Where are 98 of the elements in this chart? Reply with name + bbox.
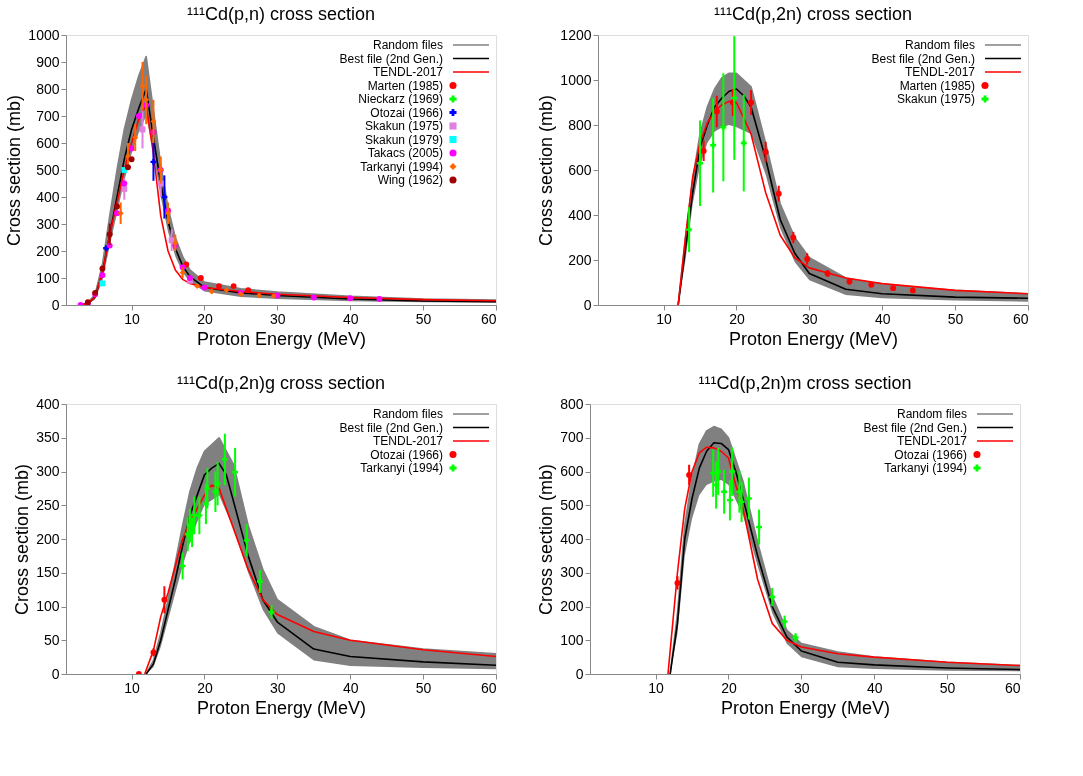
x-tick-label: 10: [648, 679, 665, 696]
chart-title: ¹¹¹Cd(p,2n)g cross section: [176, 373, 386, 393]
x-tick-label: 40: [342, 310, 359, 327]
x-tick-label: 20: [197, 679, 213, 696]
x-tick-label: 30: [270, 679, 286, 696]
legend-label: Random files: [372, 38, 443, 52]
legend-label: Otozai (1966): [370, 447, 443, 462]
y-tick-label: 600: [36, 134, 60, 151]
legend-label: Random files: [896, 407, 967, 421]
y-tick-label: 800: [568, 116, 592, 133]
x-tick-label: 30: [802, 310, 818, 327]
y-tick-label: 400: [36, 395, 60, 412]
y-tick-label: 50: [43, 631, 60, 648]
y-tick-label: 200: [36, 242, 60, 259]
legend-label: Marten (1985): [899, 78, 975, 93]
y-tick-label: 400: [560, 530, 584, 547]
x-tick-label: 10: [124, 679, 141, 696]
legend-label: TENDL-2017: [372, 434, 444, 448]
y-tick-label: 1000: [560, 71, 592, 88]
x-axis-title: Proton Energy (MeV): [728, 328, 899, 349]
x-tick-label: 40: [874, 310, 891, 327]
x-tick-label: 10: [124, 310, 141, 327]
y-tick-label: 400: [36, 188, 60, 205]
y-tick-label: 250: [36, 496, 60, 513]
x-tick-label: 60: [1004, 679, 1021, 696]
x-tick-label: 20: [197, 310, 213, 327]
y-tick-label: 300: [560, 564, 584, 581]
x-tick-label: 30: [270, 310, 286, 327]
legend-label: Random files: [904, 38, 975, 52]
legend-label: Best file (2nd Gen.): [863, 420, 967, 435]
legend-label: Best file (2nd Gen.): [871, 51, 975, 66]
y-tick-label: 900: [36, 53, 60, 70]
y-tick-label: 700: [36, 107, 60, 124]
y-axis-title: Cross section (mb): [536, 94, 557, 247]
y-tick-label: 0: [583, 296, 592, 313]
legend-label: Tarkanyi (1994): [360, 461, 443, 475]
chart-title: ¹¹¹Cd(p,n) cross section: [186, 4, 376, 24]
legend-label: Skakun (1975): [896, 92, 975, 106]
x-tick-label: 20: [721, 679, 737, 696]
legend-label: Takacs (2005): [367, 146, 443, 160]
y-tick-label: 100: [560, 631, 584, 648]
x-tick-label: 20: [729, 310, 745, 327]
y-tick-label: 300: [36, 215, 60, 232]
y-tick-label: 100: [36, 269, 60, 286]
y-tick-label: 100: [36, 598, 60, 614]
y-tick-label: 800: [560, 395, 584, 412]
y-tick-label: 200: [568, 251, 592, 268]
legend-label: Best file (2nd Gen.): [339, 51, 443, 66]
y-tick-label: 500: [560, 496, 584, 513]
legend-label: Nieckarz (1969): [358, 92, 443, 106]
y-tick-label: 600: [560, 463, 584, 479]
y-tick-label: 0: [51, 665, 60, 682]
x-axis-title: Proton Energy (MeV): [720, 697, 891, 718]
y-tick-label: 800: [36, 80, 60, 97]
y-axis-title: Cross section (mb): [12, 463, 33, 616]
x-axis-title: Proton Energy (MeV): [196, 328, 367, 349]
legend-label: TENDL-2017: [372, 65, 444, 79]
y-tick-label: 1200: [560, 26, 592, 43]
legend-label: Otozai (1966): [370, 105, 443, 120]
y-tick-label: 200: [36, 530, 60, 547]
legend-label: Tarkanyi (1994): [884, 461, 967, 475]
x-tick-label: 40: [342, 679, 359, 696]
x-tick-label: 50: [947, 310, 964, 327]
x-tick-label: 10: [656, 310, 673, 327]
legend-label: Best file (2nd Gen.): [339, 420, 443, 435]
y-tick-label: 600: [568, 161, 592, 178]
y-tick-label: 200: [560, 598, 584, 614]
x-tick-label: 40: [866, 679, 883, 696]
x-tick-label: 60: [480, 679, 497, 696]
chart-title: ¹¹¹Cd(p,2n)m cross section: [698, 373, 912, 393]
legend-label: TENDL-2017: [896, 434, 968, 448]
x-tick-label: 60: [1012, 310, 1029, 327]
x-axis-title: Proton Energy (MeV): [196, 697, 367, 718]
legend-label: Otozai (1966): [894, 447, 967, 462]
x-tick-label: 50: [415, 310, 432, 327]
y-tick-label: 700: [560, 429, 584, 446]
x-tick-label: 30: [794, 679, 810, 696]
legend-label: Skakun (1979): [364, 132, 443, 147]
legend-label: Tarkanyi (1994): [360, 159, 443, 174]
y-axis-title: Cross section (mb): [536, 463, 557, 616]
x-tick-label: 50: [415, 679, 432, 696]
y-tick-label: 1000: [28, 26, 60, 43]
legend-label: TENDL-2017: [904, 65, 976, 79]
y-tick-label: 400: [568, 206, 592, 223]
y-tick-label: 0: [575, 665, 584, 682]
y-tick-label: 150: [36, 564, 60, 581]
legend-label: Wing (1962): [377, 173, 443, 187]
y-tick-label: 0: [51, 296, 60, 313]
legend-label: Marten (1985): [367, 78, 443, 93]
y-tick-label: 500: [36, 161, 60, 178]
x-tick-label: 50: [939, 679, 956, 696]
y-tick-label: 300: [36, 463, 60, 479]
y-tick-label: 350: [36, 429, 60, 446]
x-tick-label: 60: [480, 310, 497, 327]
legend-label: Random files: [372, 407, 443, 421]
legend-label: Skakun (1975): [364, 119, 443, 133]
y-axis-title: Cross section (mb): [4, 94, 25, 247]
chart-title: ¹¹¹Cd(p,2n) cross section: [713, 4, 913, 24]
